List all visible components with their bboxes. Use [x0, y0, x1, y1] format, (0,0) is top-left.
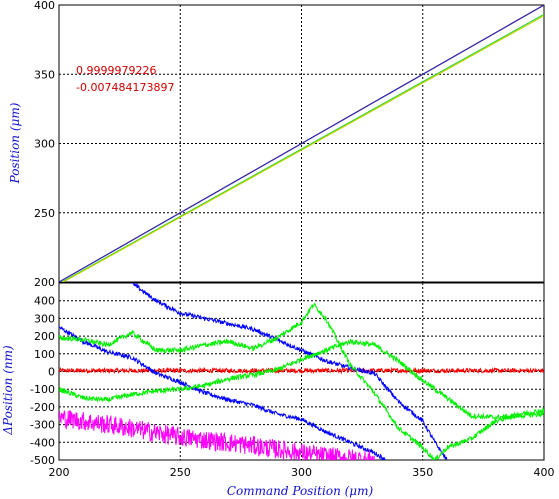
top-y-ticks: 250 300 350 400 200 — [34, 0, 55, 289]
top-grid — [59, 5, 544, 282]
x-tick-label: 250 — [170, 466, 191, 479]
top-y-axis-label: Position (μm) — [8, 102, 22, 184]
delta-position-plot: -500 -400 -300 -200 -100 0 100 200 300 400 200 250 3… — [1, 282, 555, 498]
bottom-y-tick-label: 100 — [34, 348, 55, 361]
bottom-y-tick-label: -100 — [30, 383, 55, 396]
bottom-y-tick-label: 200 — [34, 330, 55, 343]
bottom-series-line — [59, 338, 544, 422]
bottom-series — [59, 283, 544, 460]
bottom-series-line — [131, 283, 448, 460]
bottom-y-axis-label: ΔPosition (nm) — [1, 345, 15, 436]
fit-offset-annotation: -0.007484173897 — [76, 81, 174, 94]
bottom-y-tick-label: -500 — [30, 454, 55, 467]
bottom-y-tick-label: -300 — [30, 419, 55, 432]
position-plot: 250 300 350 400 200 0.9999979226 -0.00748417… — [8, 0, 545, 289]
x-tick-label: 300 — [291, 466, 312, 479]
bottom-y-tick-label: 400 — [34, 295, 55, 308]
bottom-series-line — [59, 325, 387, 460]
top-y-tick-label: 250 — [34, 207, 55, 220]
x-tick-label: 400 — [534, 466, 555, 479]
top-y-tick-label: 300 — [34, 138, 55, 151]
top-y-tick-label-bottom: 200 — [34, 276, 55, 289]
fit-slope-annotation: 0.9999979226 — [76, 64, 156, 77]
top-series-line — [60, 13, 544, 282]
bottom-series-line — [59, 366, 544, 375]
bottom-y-tick-label: -200 — [30, 401, 55, 414]
x-tick-label: 350 — [412, 466, 433, 479]
x-axis-label: Command Position (μm) — [227, 484, 374, 498]
bottom-y-tick-label: -400 — [30, 436, 55, 449]
top-y-tick-label: 350 — [34, 68, 55, 81]
bottom-y-tick-label: 0 — [48, 366, 55, 379]
bottom-series-line — [59, 302, 544, 460]
top-series — [59, 5, 544, 282]
bottom-ticks: -500 -400 -300 -200 -100 0 100 200 300 400 200 250 3… — [30, 295, 554, 479]
x-tick-label: 200 — [49, 466, 70, 479]
top-series-line — [62, 15, 544, 282]
bottom-series-line — [59, 409, 375, 460]
bottom-y-tick-label: 300 — [34, 312, 55, 325]
top-series-line — [59, 5, 544, 282]
top-y-tick-label: 400 — [34, 0, 55, 12]
